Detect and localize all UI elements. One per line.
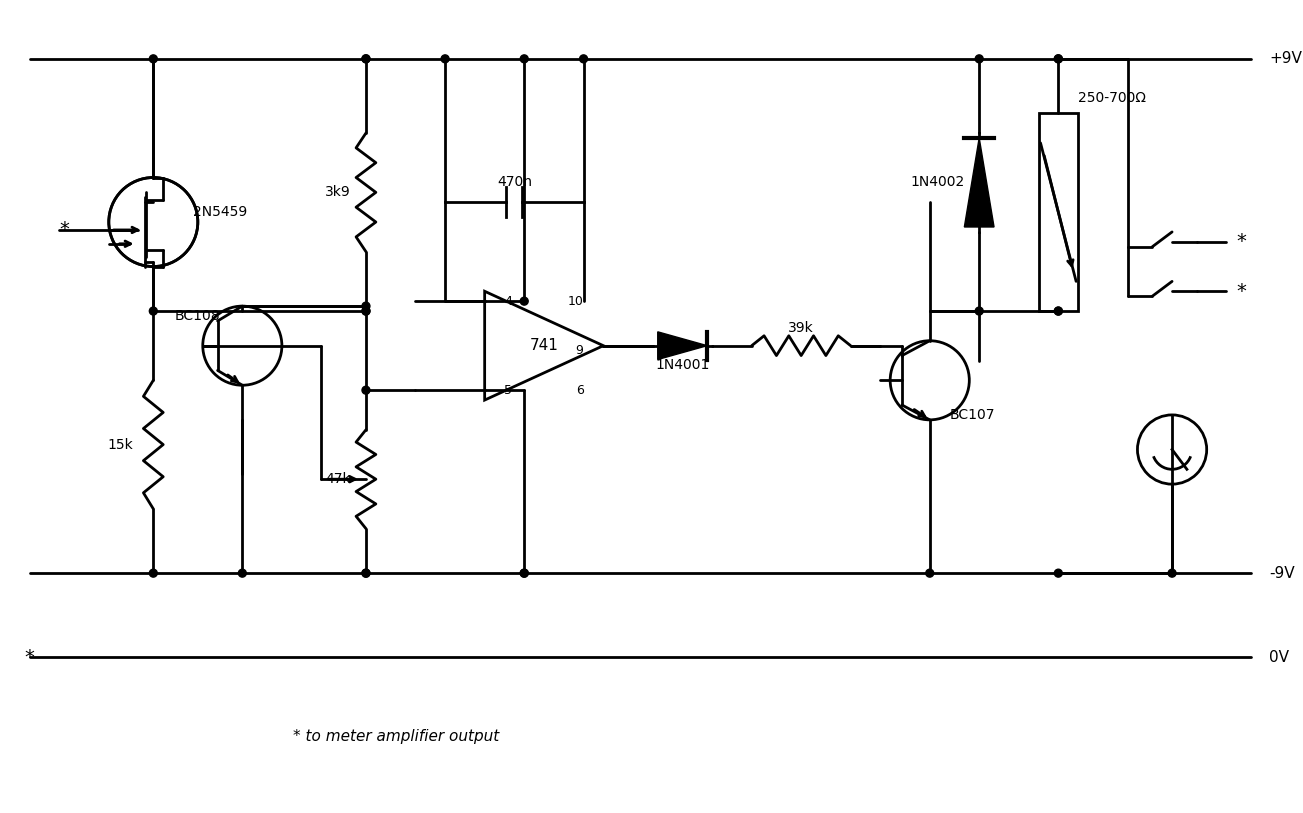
Text: BC107: BC107 [950,408,995,422]
Circle shape [362,55,370,63]
Text: 3k9: 3k9 [326,185,351,199]
Circle shape [975,55,984,63]
Text: 9: 9 [576,344,584,357]
Text: +9V: +9V [1269,51,1302,67]
Text: 15k: 15k [108,437,133,451]
Circle shape [362,569,370,577]
Circle shape [362,569,370,577]
Circle shape [1054,569,1062,577]
Circle shape [1054,307,1062,315]
Circle shape [238,569,246,577]
Text: BC108: BC108 [175,309,220,323]
Circle shape [926,569,934,577]
Circle shape [362,307,370,315]
Text: *: * [25,648,35,667]
Text: 4: 4 [504,294,512,307]
Circle shape [362,302,370,310]
Circle shape [520,569,528,577]
Text: *: * [1237,233,1246,251]
Circle shape [150,55,158,63]
Text: 0V: 0V [1269,650,1289,665]
Text: *: * [60,220,69,240]
Text: 741: 741 [529,338,559,353]
Circle shape [975,307,984,315]
Circle shape [520,55,528,63]
Text: 470n: 470n [496,176,532,189]
Polygon shape [964,138,994,227]
Text: 250-700Ω: 250-700Ω [1078,91,1147,106]
Text: *: * [1237,282,1246,301]
Bar [1038,113,1078,311]
Text: 1N4001: 1N4001 [655,359,710,372]
Circle shape [150,307,158,315]
Circle shape [442,55,450,63]
Circle shape [362,55,370,63]
Circle shape [1054,55,1062,63]
Text: 2N5459: 2N5459 [193,205,248,220]
Circle shape [150,569,158,577]
Text: 6: 6 [576,384,584,397]
Circle shape [1054,307,1062,315]
Text: 5: 5 [504,384,512,397]
Circle shape [580,55,588,63]
Text: 39k: 39k [788,321,814,335]
Circle shape [362,307,370,315]
Circle shape [362,386,370,394]
Text: 1N4002: 1N4002 [909,176,964,189]
Circle shape [1167,569,1177,577]
Circle shape [520,298,528,305]
Circle shape [520,569,528,577]
Circle shape [1054,55,1062,63]
Polygon shape [658,332,708,359]
Text: 47k: 47k [326,472,351,486]
Text: * to meter amplifier output: * to meter amplifier output [292,729,499,744]
Text: 10: 10 [568,294,584,307]
Text: -9V: -9V [1269,566,1295,580]
